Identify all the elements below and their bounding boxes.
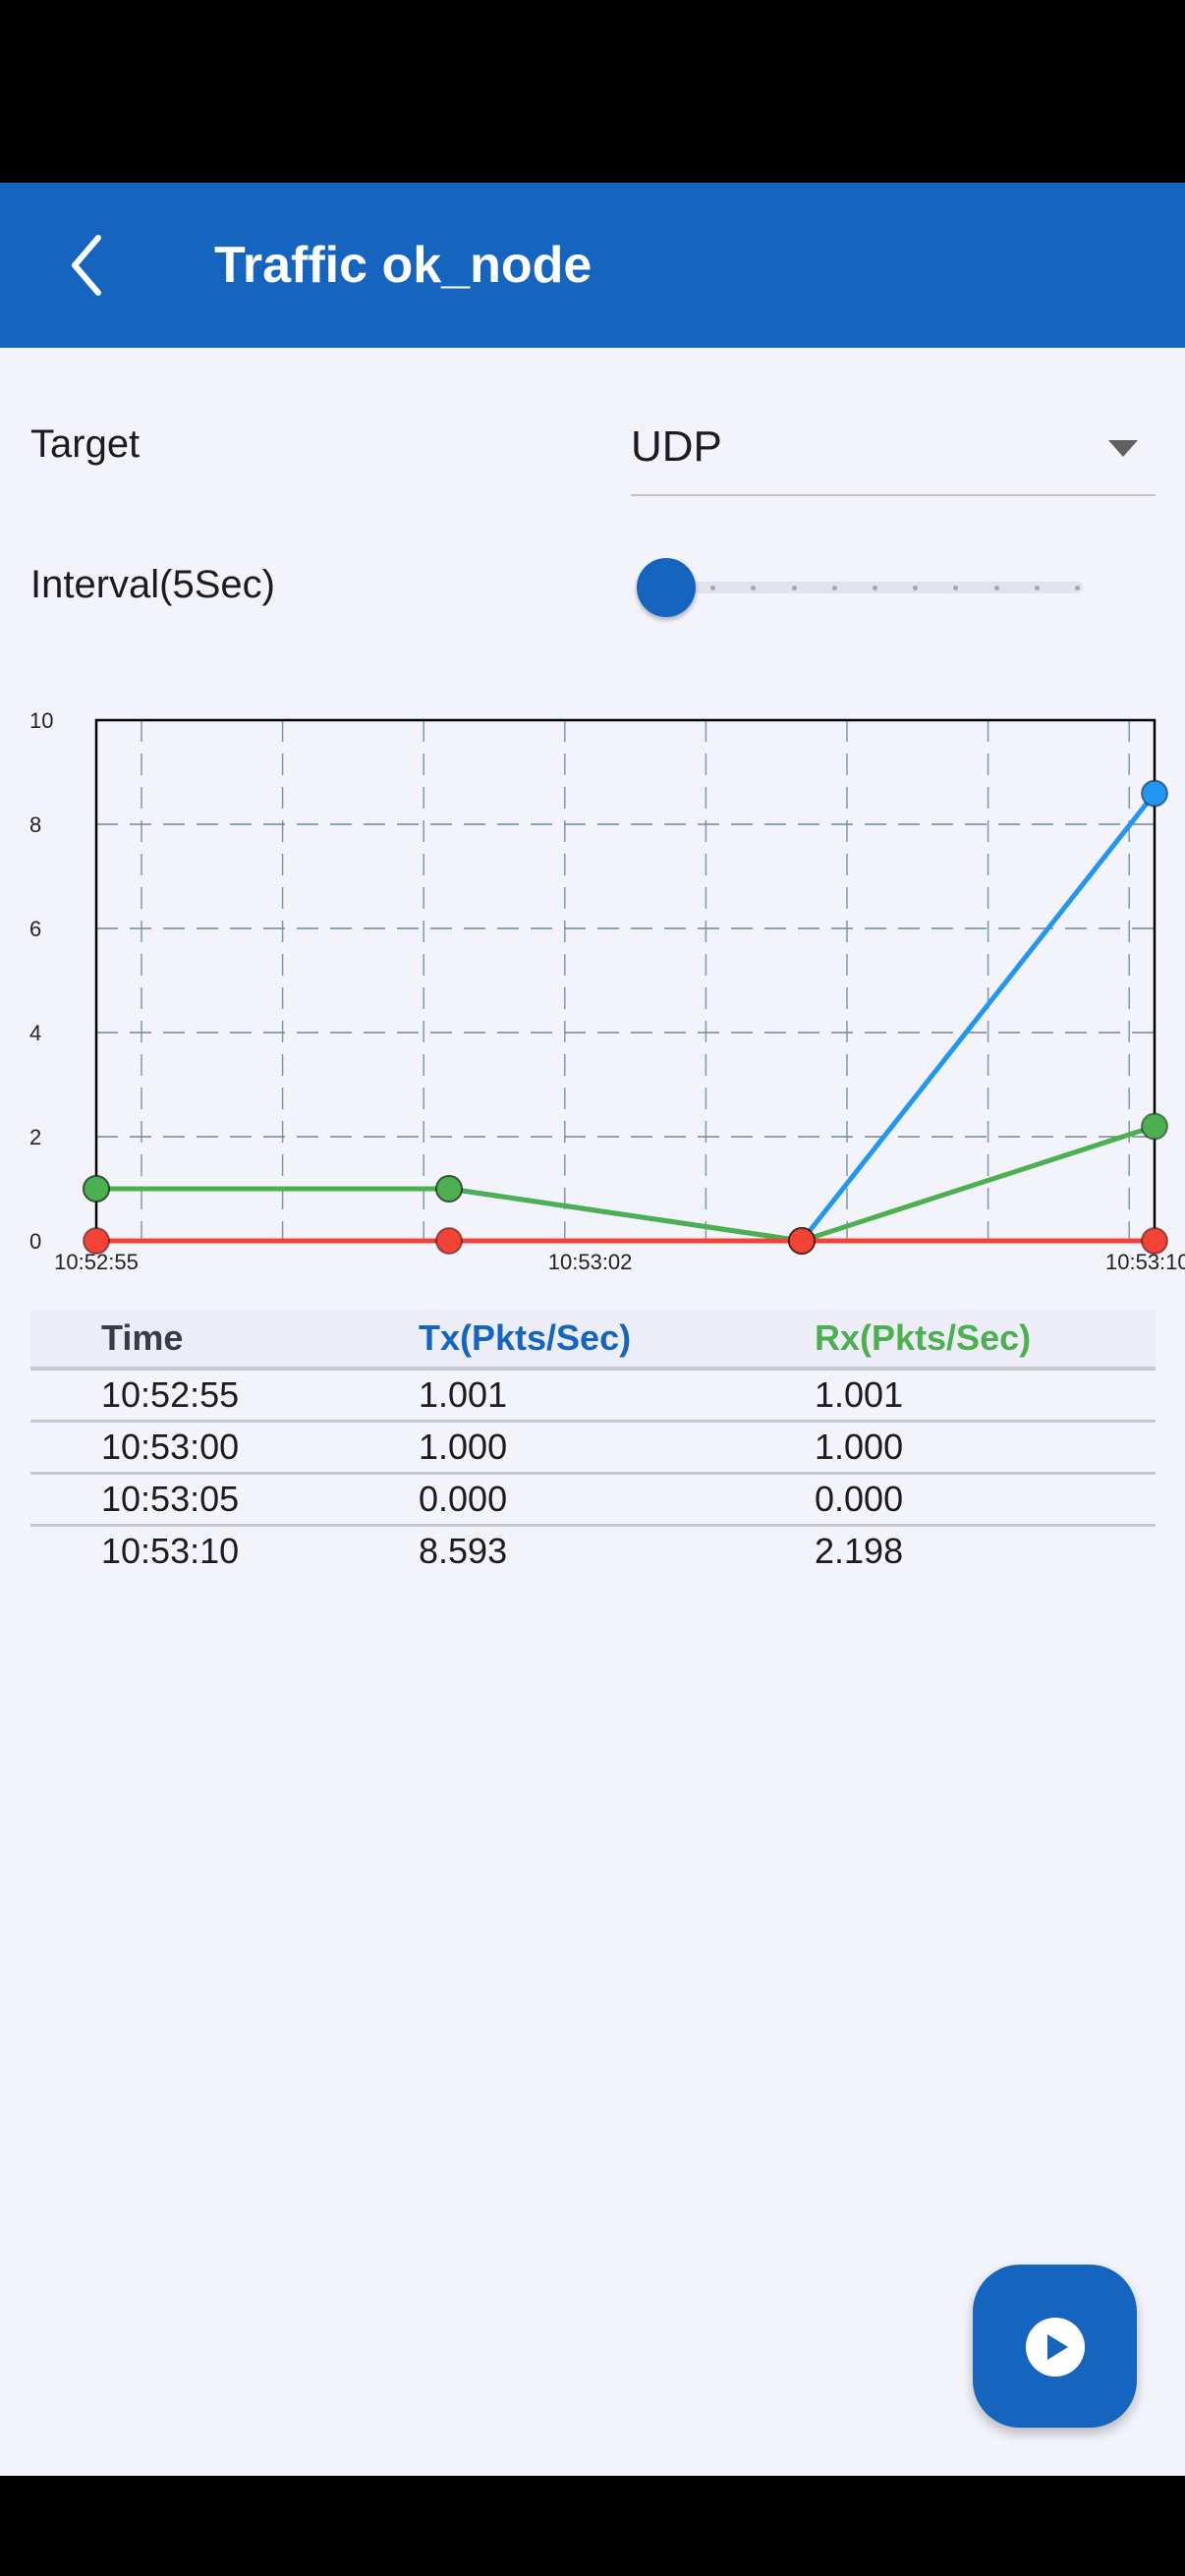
series-line-1 [95, 1124, 1156, 1244]
target-value: UDP [631, 422, 722, 471]
x-tick-label: 10:53:02 [548, 1250, 633, 1274]
slider-thumb[interactable] [637, 558, 696, 617]
slider-tick [791, 586, 797, 590]
traffic-table: Time Tx(Pkts/Sec) Rx(Pkts/Sec) 10:52:55 1… [30, 1310, 1156, 1576]
cell-tx: 1.001 [419, 1374, 508, 1415]
traffic-chart: 0 2 4 6 8 10 10:52:55 10:53:02 10:53:10 [29, 708, 1185, 1274]
cell-tx: 8.593 [419, 1531, 508, 1571]
data-point [1141, 1227, 1168, 1255]
data-point [1141, 779, 1168, 808]
slider-tick [710, 586, 716, 590]
page-title: Traffic ok_node [214, 237, 592, 294]
slider-tick [751, 586, 757, 590]
table-row: 10:53:05 0.000 0.000 [30, 1475, 1156, 1527]
table-row: 10:53:00 1.000 1.000 [30, 1423, 1156, 1475]
interval-label: Interval(5Sec) [30, 563, 275, 606]
cell-rx: 0.000 [815, 1479, 904, 1519]
start-button[interactable] [973, 2265, 1137, 2428]
data-point [788, 1227, 816, 1255]
data-point [1141, 1112, 1168, 1141]
cell-time: 10:52:55 [101, 1374, 240, 1415]
navigation-bar [0, 2476, 1185, 2576]
y-tick-label: 4 [29, 1021, 41, 1045]
slider-track [666, 582, 1083, 593]
app-bar: Traffic ok_node [0, 183, 1185, 348]
x-tick-label: 10:53:10 [1105, 1250, 1185, 1274]
cell-time: 10:53:10 [101, 1531, 240, 1571]
target-dropdown[interactable]: UDP [631, 413, 1156, 496]
y-tick-label: 8 [29, 812, 41, 837]
cell-tx: 0.000 [419, 1479, 508, 1519]
target-label: Target [30, 422, 141, 466]
cell-time: 10:53:00 [101, 1427, 240, 1467]
table-header: Time Tx(Pkts/Sec) Rx(Pkts/Sec) [30, 1310, 1156, 1371]
slider-tick [913, 586, 919, 590]
slider-tick [873, 586, 877, 590]
status-bar [0, 0, 1185, 183]
series-line-0 [95, 792, 1157, 1244]
slider-tick [993, 586, 999, 590]
interval-slider[interactable] [629, 552, 1091, 623]
slider-tick [953, 586, 959, 590]
y-tick-label: 6 [29, 917, 41, 941]
back-button[interactable] [55, 228, 130, 303]
data-point [435, 1227, 463, 1255]
x-tick-label: 10:52:55 [54, 1250, 139, 1274]
y-tick-label: 2 [29, 1125, 41, 1149]
cell-tx: 1.000 [419, 1427, 508, 1467]
slider-tick [1034, 586, 1040, 590]
data-point [83, 1227, 110, 1255]
cell-time: 10:53:05 [101, 1479, 240, 1519]
slider-tick [831, 586, 837, 590]
plot-border [94, 718, 1157, 1243]
header-tx: Tx(Pkts/Sec) [419, 1317, 632, 1358]
play-circle-icon [1026, 2318, 1085, 2377]
dropdown-arrow-icon [1108, 440, 1138, 457]
header-time: Time [101, 1317, 184, 1358]
header-rx: Rx(Pkts/Sec) [815, 1317, 1032, 1358]
table-row: 10:53:10 8.593 2.198 [30, 1527, 1156, 1576]
y-tick-label: 0 [29, 1229, 41, 1254]
cell-rx: 1.001 [815, 1374, 904, 1415]
data-point [83, 1174, 110, 1203]
cell-rx: 1.000 [815, 1427, 904, 1467]
data-point [435, 1175, 463, 1203]
slider-tick [1075, 586, 1080, 590]
chevron-left-icon [72, 235, 101, 296]
y-tick-label: 10 [29, 708, 53, 733]
cell-rx: 2.198 [815, 1531, 904, 1571]
table-row: 10:52:55 1.001 1.001 [30, 1371, 1156, 1423]
